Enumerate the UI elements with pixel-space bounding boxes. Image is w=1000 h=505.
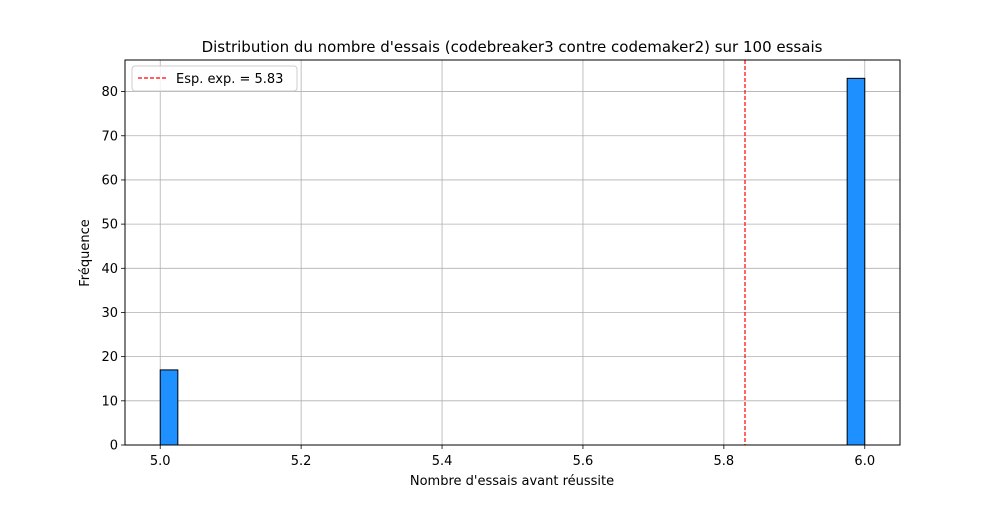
y-axis-label: Fréquence — [78, 219, 93, 286]
legend-label: Esp. exp. = 5.83 — [176, 72, 283, 87]
histogram-bar — [846, 77, 866, 446]
legend-box — [131, 65, 298, 92]
x-tick-label: 5.4 — [432, 454, 453, 469]
plot-area — [125, 60, 900, 445]
x-axis-ticks: 5.0 5.2 5.4 5.6 5.8 6.0 — [150, 445, 875, 469]
x-tick-label: 5.2 — [291, 454, 312, 469]
histogram-bar — [159, 369, 179, 446]
plot-frame — [124, 59, 901, 446]
y-tick-label: 40 — [101, 262, 118, 277]
y-tick-label: 20 — [101, 350, 118, 365]
bars-layer — [159, 77, 866, 446]
chart-title: Distribution du nombre d'essais (codebre… — [202, 38, 823, 56]
y-tick-label: 80 — [101, 85, 118, 100]
y-tick-label: 10 — [101, 394, 118, 409]
y-tick-label: 60 — [101, 173, 118, 188]
y-tick-label: 50 — [101, 218, 118, 233]
x-axis-label: Nombre d'essais avant réussite — [410, 474, 614, 489]
x-tick-label: 5.6 — [573, 454, 594, 469]
y-tick-label: 0 — [110, 439, 118, 454]
x-tick-label: 6.0 — [854, 454, 875, 469]
y-tick-label: 70 — [101, 129, 118, 144]
legend: Esp. exp. = 5.83 — [131, 65, 298, 92]
y-tick-label: 30 — [101, 306, 118, 321]
x-tick-label: 5.0 — [150, 454, 171, 469]
y-axis-ticks: 0 10 20 30 40 50 60 70 80 — [101, 85, 125, 454]
grid-layer — [125, 60, 900, 446]
x-tick-label: 5.8 — [714, 454, 735, 469]
